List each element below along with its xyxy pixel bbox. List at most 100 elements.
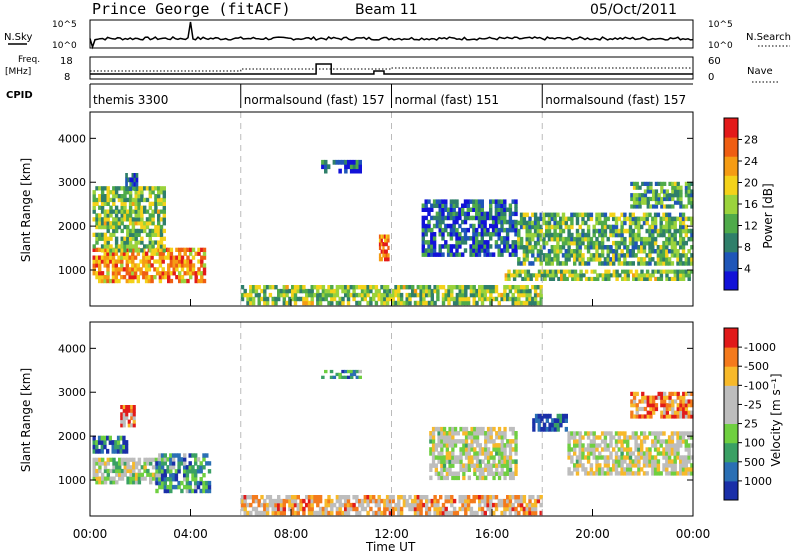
echo-cell xyxy=(355,285,359,290)
echo-cell xyxy=(536,240,541,246)
echo-cell xyxy=(681,269,686,274)
echo-cell xyxy=(144,263,149,268)
echo-cell xyxy=(651,273,655,278)
echo-cell xyxy=(687,236,691,242)
echo-cell xyxy=(564,220,568,226)
echo-cell xyxy=(470,459,474,464)
echo-cell xyxy=(623,439,627,444)
echo-cell xyxy=(159,224,164,230)
echo-cell xyxy=(581,212,585,218)
echo-cell xyxy=(671,410,675,415)
echo-cell xyxy=(595,228,599,234)
echo-cell xyxy=(620,228,624,234)
echo-cell xyxy=(508,439,513,444)
echo-cell xyxy=(363,498,367,504)
echo-cell xyxy=(374,510,379,516)
echo-cell xyxy=(335,159,339,165)
echo-cell xyxy=(394,502,398,508)
echo-cell xyxy=(578,232,582,238)
echo-cell xyxy=(503,244,507,249)
echo-cell xyxy=(645,240,649,246)
echo-cell xyxy=(667,249,672,254)
echo-cell xyxy=(500,502,504,508)
echo-cell xyxy=(445,467,449,472)
echo-cell xyxy=(489,455,493,460)
echo-cell xyxy=(638,399,642,404)
echo-cell xyxy=(596,276,600,281)
echo-cell xyxy=(120,221,124,226)
echo-cell xyxy=(240,502,245,508)
echo-cell xyxy=(363,296,367,302)
echo-cell xyxy=(98,255,102,260)
echo-cell xyxy=(519,498,524,504)
echo-cell xyxy=(491,215,496,221)
echo-cell xyxy=(676,257,680,262)
echo-cell xyxy=(451,455,455,460)
echo-cell xyxy=(109,221,113,226)
echo-cell xyxy=(349,164,354,170)
echo-cell xyxy=(614,220,619,226)
echo-cell xyxy=(464,435,469,440)
echo-cell xyxy=(561,228,566,234)
echo-cell xyxy=(492,502,496,508)
echo-cell xyxy=(117,221,122,226)
echo-cell xyxy=(127,408,131,413)
echo-cell xyxy=(559,249,563,254)
echo-cell xyxy=(391,495,395,500)
echo-cell xyxy=(472,244,476,249)
echo-cell xyxy=(449,215,454,221)
echo-cell xyxy=(140,465,144,470)
echo-cell xyxy=(405,498,409,504)
echo-cell xyxy=(112,457,116,462)
echo-cell xyxy=(442,435,447,440)
echo-cell xyxy=(467,447,471,452)
echo-cell xyxy=(497,252,501,257)
echo-cell xyxy=(263,300,267,306)
echo-cell xyxy=(140,213,144,218)
echo-cell xyxy=(432,248,437,253)
echo-cell xyxy=(584,276,589,281)
echo-cell xyxy=(531,220,535,226)
echo-cell xyxy=(533,300,538,306)
echo-cell xyxy=(571,269,575,274)
echo-cell xyxy=(508,498,513,504)
echo-cell xyxy=(590,269,594,274)
echo-cell xyxy=(330,292,334,298)
echo-cell xyxy=(561,240,566,246)
echo-cell xyxy=(378,245,382,250)
echo-cell xyxy=(640,439,644,444)
echo-cell xyxy=(399,506,404,512)
echo-cell xyxy=(623,276,628,281)
echo-cell xyxy=(595,245,599,250)
echo-cell xyxy=(103,480,108,485)
echo-cell xyxy=(470,447,474,452)
echo-cell xyxy=(249,510,253,516)
echo-cell xyxy=(137,468,142,474)
echo-cell xyxy=(528,245,532,250)
echo-cell xyxy=(254,292,259,298)
echo-cell xyxy=(151,457,156,462)
echo-cell xyxy=(202,484,206,490)
echo-cell xyxy=(463,219,468,225)
echo-cell xyxy=(514,443,518,448)
echo-cell xyxy=(600,245,605,250)
echo-cell xyxy=(436,510,440,516)
echo-cell xyxy=(151,186,155,191)
echo-cell xyxy=(310,498,314,504)
echo-cell xyxy=(673,200,678,205)
echo-cell xyxy=(656,439,661,444)
echo-cell xyxy=(667,232,672,238)
echo-cell xyxy=(575,459,580,464)
echo-cell xyxy=(511,244,515,249)
echo-cell xyxy=(542,212,546,218)
echo-cell xyxy=(584,467,588,472)
echo-cell xyxy=(651,459,655,464)
echo-cell xyxy=(665,467,669,472)
echo-cell xyxy=(519,292,524,298)
echo-cell xyxy=(133,275,138,280)
echo-cell xyxy=(679,459,683,464)
echo-cell xyxy=(448,467,452,472)
echo-cell xyxy=(665,253,669,258)
echo-cell xyxy=(160,484,165,490)
echo-cell xyxy=(648,228,652,234)
